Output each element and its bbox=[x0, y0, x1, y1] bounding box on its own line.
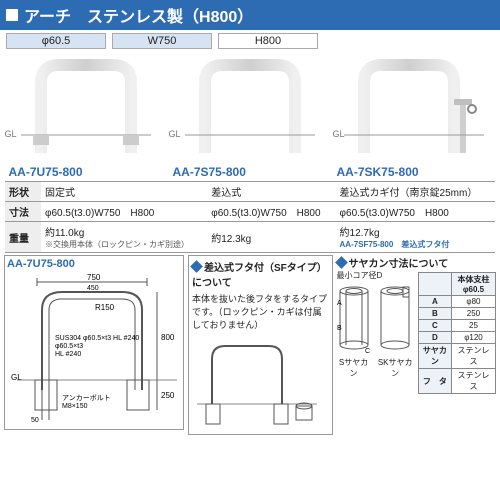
dim-w: 750 bbox=[87, 273, 101, 282]
spec-width: W750 bbox=[112, 33, 212, 49]
cell: φ60.5(t3.0)W750 H800 bbox=[207, 202, 335, 222]
bottom-row: AA-7U75-800 750 R150 800 SUS304 φ60.5×t3… bbox=[4, 255, 496, 435]
cell: 約11.0kg※交換用本体（ロックピン・カギ別途） bbox=[41, 222, 207, 253]
svg-text:50: 50 bbox=[31, 417, 39, 424]
sk-caption: SKサヤカン bbox=[377, 357, 414, 379]
cell: 差込式カギ付（南京錠25mm） bbox=[336, 182, 495, 202]
cell: φ60.5(t3.0)W750 H800 bbox=[41, 202, 207, 222]
cell: 約12.7kgAA-7SF75-800 差込式フタ付 bbox=[336, 222, 495, 253]
svg-text:φ60.5×t3: φ60.5×t3 bbox=[55, 343, 83, 350]
svg-text:アンカーボルト: アンカーボルト bbox=[62, 394, 111, 402]
core-label: 最小コア径D bbox=[337, 270, 414, 281]
svg-text:SUS304 φ60.5×t3 HL #240: SUS304 φ60.5×t3 HL #240 bbox=[55, 335, 139, 342]
product-code: AA-7SK75-800 bbox=[337, 165, 492, 179]
cell: 差込式 bbox=[207, 182, 335, 202]
svg-text:M8×150: M8×150 bbox=[62, 403, 88, 410]
s-caption: Sサヤカン bbox=[337, 357, 371, 379]
product-3: GL AA-7SK75-800 bbox=[337, 53, 492, 179]
note-drawing bbox=[192, 334, 322, 429]
diamond-icon bbox=[190, 260, 203, 273]
dim-head bbox=[418, 273, 451, 296]
header: アーチ ステンレス製（H800） bbox=[0, 0, 500, 30]
spec-table: 形状 固定式 差込式 差込式カギ付（南京錠25mm） 寸法 φ60.5(t3.0… bbox=[5, 181, 495, 253]
sayakan-title: サヤカン寸法について bbox=[337, 255, 496, 270]
note-body: 本体を抜いた後フタをするタイプです。（ロックピン・カギは付属しておりません） bbox=[192, 292, 329, 331]
row-dims: 寸法 bbox=[5, 202, 41, 222]
diamond-icon bbox=[335, 256, 348, 269]
arch-icon bbox=[185, 53, 315, 163]
gl-label: GL bbox=[333, 129, 345, 139]
sayakan-diagrams: A B C Sサヤカン SKサヤカン bbox=[337, 285, 414, 379]
note-box: 差込式フタ付（SFタイプ）について 本体を抜いた後フタをするタイプです。（ロック… bbox=[188, 255, 333, 435]
product-row: GL AA-7U75-800 GL AA-7S75-800 GL bbox=[4, 53, 496, 179]
drawing-svg: 750 R150 800 SUS304 φ60.5×t3 HL #240 φ60… bbox=[7, 270, 182, 425]
sayakan-box: サヤカン寸法について 最小コア径D A B C Sサヤカン bbox=[337, 255, 496, 435]
svg-text:450: 450 bbox=[87, 285, 99, 292]
dimension-table: 本体支柱 φ60.5 Aφ80 B250 C25 Dφ120 サヤカンステンレス… bbox=[418, 272, 496, 394]
svg-text:GL: GL bbox=[11, 373, 22, 382]
arch-icon bbox=[344, 53, 484, 163]
arch-icon bbox=[21, 53, 151, 163]
svg-text:800: 800 bbox=[161, 333, 175, 342]
cell: φ60.5(t3.0)W750 H800 bbox=[336, 202, 495, 222]
row-type: 形状 bbox=[5, 182, 41, 202]
sk-sayakan-icon bbox=[378, 285, 412, 355]
svg-text:250: 250 bbox=[161, 391, 175, 400]
svg-text:A: A bbox=[337, 300, 342, 307]
product-1: GL AA-7U75-800 bbox=[9, 53, 164, 179]
spec-height: H800 bbox=[218, 33, 318, 49]
technical-drawing: AA-7U75-800 750 R150 800 SUS304 φ60.5×t3… bbox=[4, 255, 184, 430]
product-code: AA-7U75-800 bbox=[9, 165, 164, 179]
header-title: アーチ ステンレス製（H800） bbox=[24, 3, 253, 27]
spec-row: φ60.5 W750 H800 bbox=[6, 33, 500, 49]
svg-text:R150: R150 bbox=[95, 303, 115, 312]
drawing-title: AA-7U75-800 bbox=[7, 258, 181, 270]
cell: 固定式 bbox=[41, 182, 207, 202]
spec-diameter: φ60.5 bbox=[6, 33, 106, 49]
header-square-icon bbox=[6, 9, 18, 21]
row-weight: 重量 bbox=[5, 222, 41, 253]
svg-text:C: C bbox=[365, 348, 370, 355]
note-title: 差込式フタ付（SFタイプ）について bbox=[192, 259, 329, 289]
cell: 約12.3kg bbox=[207, 222, 335, 253]
gl-label: GL bbox=[5, 129, 17, 139]
s-sayakan-icon: A B C bbox=[337, 285, 371, 355]
dim-head: 本体支柱 φ60.5 bbox=[451, 273, 495, 296]
product-code: AA-7S75-800 bbox=[173, 165, 328, 179]
gl-label: GL bbox=[169, 129, 181, 139]
svg-text:HL #240: HL #240 bbox=[55, 351, 81, 358]
product-2: GL AA-7S75-800 bbox=[173, 53, 328, 179]
svg-text:B: B bbox=[337, 325, 342, 332]
